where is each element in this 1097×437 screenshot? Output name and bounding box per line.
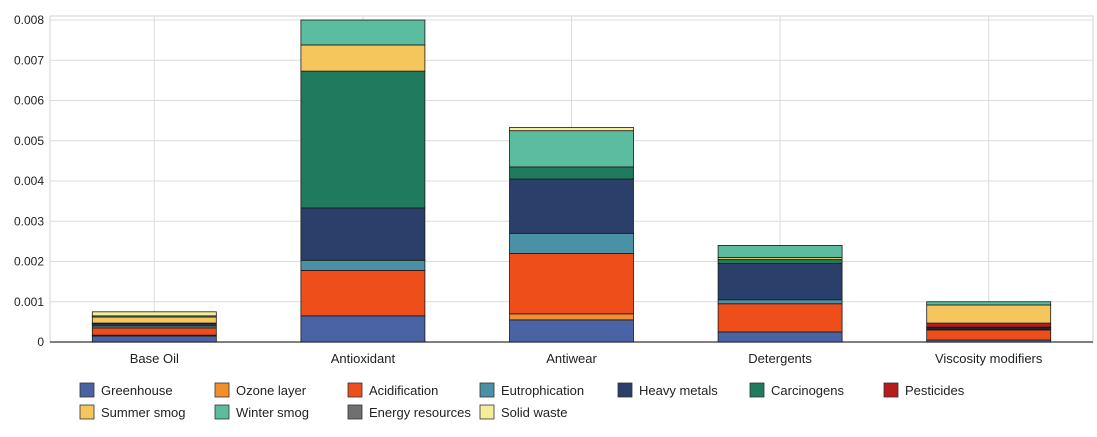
bar-segment-acidification	[717, 303, 843, 333]
bar-segment-greenhouse	[91, 335, 217, 343]
bar-segment-eutrophication	[300, 259, 426, 271]
legend-swatch	[79, 382, 95, 398]
legend-label: Solid waste	[501, 405, 567, 420]
legend-swatch	[214, 404, 230, 420]
bar-segment-carcinogens	[509, 166, 634, 180]
x-tick-label: Detergents	[748, 351, 812, 366]
bar-segment-solid-waste	[91, 311, 217, 317]
bar-segment-summer-smog	[91, 316, 217, 324]
legend-swatch	[479, 404, 495, 420]
legend-swatch	[749, 382, 765, 398]
legend-label: Winter smog	[236, 405, 309, 420]
bar-segment-ozone-layer	[509, 313, 634, 321]
x-tick-label: Viscosity modifiers	[935, 351, 1043, 366]
y-tick-label: 0.004	[14, 174, 44, 188]
legend-label: Eutrophication	[501, 383, 584, 398]
bar-segment-solid-waste	[509, 127, 634, 132]
bar-segment-winter-smog	[509, 130, 634, 168]
y-tick-label: 0.002	[14, 255, 44, 269]
y-tick-label: 0.003	[14, 214, 44, 228]
bar-segment-winter-smog	[717, 244, 843, 258]
legend-label: Energy resources	[369, 405, 471, 420]
legend-label: Greenhouse	[101, 383, 173, 398]
bar-segment-winter-smog	[926, 301, 1052, 306]
bar-segment-greenhouse	[300, 315, 426, 343]
legend-label: Ozone layer	[236, 383, 307, 398]
bar-segment-greenhouse	[717, 331, 843, 343]
bars	[91, 19, 1052, 343]
legend: Greenhouse Ozone layer Acidification Eutrop…	[79, 382, 965, 420]
legend-swatch	[479, 382, 495, 398]
bar-segment-acidification	[509, 253, 634, 315]
legend-label: Summer smog	[101, 405, 186, 420]
bar-segment-carcinogens	[300, 70, 426, 209]
legend-swatch	[79, 404, 95, 420]
bar-segment-greenhouse	[509, 319, 634, 343]
legend-swatch	[617, 382, 633, 398]
x-tick-label: Antioxidant	[331, 351, 396, 366]
y-tick-label: 0.001	[14, 295, 44, 309]
legend-label: Acidification	[369, 383, 438, 398]
legend-label: Heavy metals	[639, 383, 718, 398]
bar-segment-heavy-metals	[717, 263, 843, 301]
legend-swatch	[214, 382, 230, 398]
legend-swatch	[883, 382, 899, 398]
x-tick-label: Base Oil	[130, 351, 179, 366]
legend-label: Pesticides	[905, 383, 965, 398]
legend-swatch	[347, 382, 363, 398]
bar-segment-heavy-metals	[300, 207, 426, 261]
bar-segment-acidification	[300, 269, 426, 317]
legend-label: Carcinogens	[771, 383, 844, 398]
bar-segment-summer-smog	[926, 304, 1052, 324]
y-tick-label: 0.008	[14, 13, 44, 27]
bar-segment-eutrophication	[717, 299, 843, 305]
y-tick-label: 0	[37, 335, 44, 349]
x-tick-label: Antiwear	[546, 351, 597, 366]
legend-swatch	[347, 404, 363, 420]
bar-segment-carcinogens	[717, 259, 843, 264]
bar-segment-heavy-metals	[509, 178, 634, 234]
bar-segment-eutrophication	[509, 232, 634, 254]
bar-segment-winter-smog	[300, 19, 426, 46]
bar-segment-acidification	[91, 327, 217, 336]
y-tick-label: 0.007	[14, 53, 44, 67]
bar-segment-acidification	[926, 329, 1052, 341]
bar-segment-summer-smog	[300, 44, 426, 72]
bar-segment-pesticides	[926, 322, 1052, 328]
y-tick-label: 0.005	[14, 134, 44, 148]
y-tick-label: 0.006	[14, 94, 44, 108]
